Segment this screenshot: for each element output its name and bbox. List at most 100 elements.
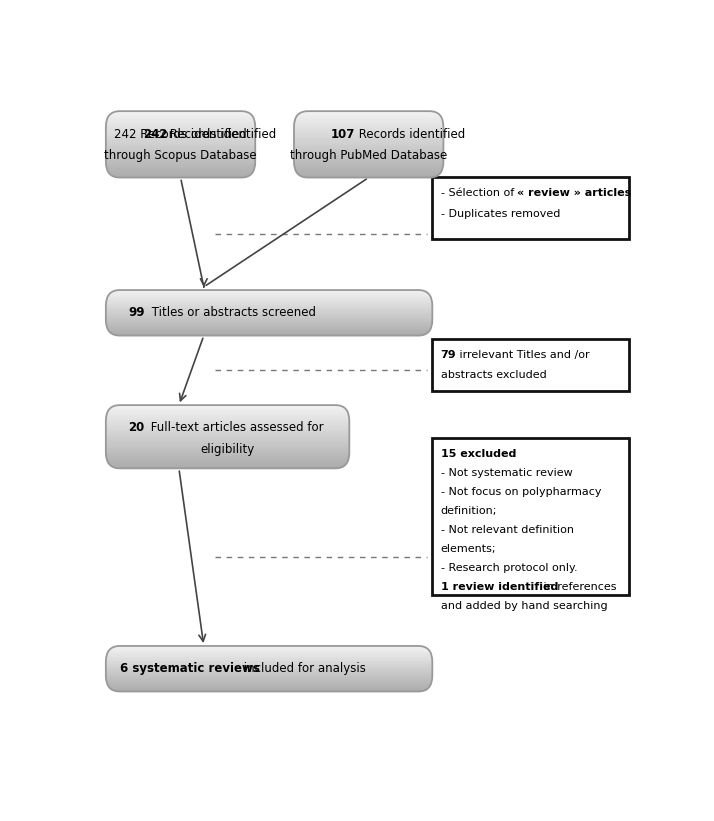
FancyBboxPatch shape xyxy=(106,685,433,686)
FancyBboxPatch shape xyxy=(106,659,433,660)
Text: 15 excluded: 15 excluded xyxy=(441,449,516,460)
FancyBboxPatch shape xyxy=(106,455,349,456)
FancyBboxPatch shape xyxy=(294,157,443,158)
FancyBboxPatch shape xyxy=(106,453,349,455)
FancyBboxPatch shape xyxy=(106,169,256,171)
FancyBboxPatch shape xyxy=(106,316,433,318)
FancyBboxPatch shape xyxy=(106,310,433,312)
FancyBboxPatch shape xyxy=(106,305,433,307)
FancyBboxPatch shape xyxy=(106,165,256,167)
FancyBboxPatch shape xyxy=(106,447,349,449)
FancyBboxPatch shape xyxy=(106,420,349,421)
FancyBboxPatch shape xyxy=(106,451,349,452)
FancyBboxPatch shape xyxy=(106,136,256,138)
FancyBboxPatch shape xyxy=(294,163,443,165)
FancyBboxPatch shape xyxy=(106,166,256,167)
FancyBboxPatch shape xyxy=(106,684,433,686)
FancyBboxPatch shape xyxy=(106,454,349,456)
FancyBboxPatch shape xyxy=(106,298,433,299)
FancyBboxPatch shape xyxy=(106,428,349,429)
FancyBboxPatch shape xyxy=(106,331,433,333)
FancyBboxPatch shape xyxy=(106,668,433,669)
FancyBboxPatch shape xyxy=(106,168,256,170)
FancyBboxPatch shape xyxy=(106,319,433,321)
Text: 242 Records identified: 242 Records identified xyxy=(114,128,247,141)
FancyBboxPatch shape xyxy=(106,170,256,172)
FancyBboxPatch shape xyxy=(106,462,349,464)
FancyBboxPatch shape xyxy=(294,175,443,177)
FancyBboxPatch shape xyxy=(294,160,443,162)
FancyBboxPatch shape xyxy=(106,650,433,651)
Text: Titles or abstracts screened: Titles or abstracts screened xyxy=(148,306,316,319)
FancyBboxPatch shape xyxy=(294,144,443,147)
FancyBboxPatch shape xyxy=(106,681,433,682)
FancyBboxPatch shape xyxy=(106,658,433,659)
FancyBboxPatch shape xyxy=(106,444,349,447)
FancyBboxPatch shape xyxy=(294,121,443,122)
FancyBboxPatch shape xyxy=(106,332,433,333)
Text: 79: 79 xyxy=(441,350,456,360)
FancyBboxPatch shape xyxy=(106,323,433,324)
FancyBboxPatch shape xyxy=(294,124,443,126)
FancyBboxPatch shape xyxy=(294,117,443,119)
FancyBboxPatch shape xyxy=(106,422,349,424)
FancyBboxPatch shape xyxy=(294,154,443,155)
FancyBboxPatch shape xyxy=(106,440,349,442)
FancyBboxPatch shape xyxy=(106,436,349,438)
FancyBboxPatch shape xyxy=(106,677,433,679)
FancyBboxPatch shape xyxy=(106,158,256,160)
FancyBboxPatch shape xyxy=(106,415,349,417)
FancyBboxPatch shape xyxy=(294,173,443,176)
FancyBboxPatch shape xyxy=(294,128,443,130)
FancyBboxPatch shape xyxy=(106,418,349,420)
FancyBboxPatch shape xyxy=(106,297,433,298)
FancyBboxPatch shape xyxy=(106,146,256,148)
FancyBboxPatch shape xyxy=(294,172,443,173)
FancyBboxPatch shape xyxy=(106,124,256,126)
FancyBboxPatch shape xyxy=(106,450,349,452)
FancyBboxPatch shape xyxy=(106,458,349,460)
FancyBboxPatch shape xyxy=(106,660,433,661)
FancyBboxPatch shape xyxy=(106,115,256,117)
FancyBboxPatch shape xyxy=(106,295,433,296)
Text: 107: 107 xyxy=(331,128,356,141)
FancyBboxPatch shape xyxy=(106,334,433,336)
FancyBboxPatch shape xyxy=(106,410,349,412)
FancyBboxPatch shape xyxy=(106,452,349,453)
FancyBboxPatch shape xyxy=(294,135,443,136)
FancyBboxPatch shape xyxy=(106,122,256,125)
FancyBboxPatch shape xyxy=(294,156,443,158)
FancyBboxPatch shape xyxy=(106,680,433,681)
FancyBboxPatch shape xyxy=(106,296,433,298)
FancyBboxPatch shape xyxy=(106,466,349,468)
FancyBboxPatch shape xyxy=(106,678,433,679)
FancyBboxPatch shape xyxy=(106,117,256,119)
FancyBboxPatch shape xyxy=(294,158,443,160)
FancyBboxPatch shape xyxy=(106,143,256,144)
FancyBboxPatch shape xyxy=(106,408,349,410)
FancyBboxPatch shape xyxy=(433,438,629,594)
FancyBboxPatch shape xyxy=(294,114,443,116)
FancyBboxPatch shape xyxy=(106,156,256,158)
FancyBboxPatch shape xyxy=(106,438,349,440)
FancyBboxPatch shape xyxy=(106,416,349,418)
Text: 99: 99 xyxy=(128,306,144,319)
FancyBboxPatch shape xyxy=(294,147,443,149)
FancyBboxPatch shape xyxy=(106,150,256,152)
FancyBboxPatch shape xyxy=(106,672,433,674)
FancyBboxPatch shape xyxy=(106,305,433,306)
FancyBboxPatch shape xyxy=(294,127,443,129)
Text: 6 systematic reviews: 6 systematic reviews xyxy=(120,663,260,675)
FancyBboxPatch shape xyxy=(106,308,433,309)
FancyBboxPatch shape xyxy=(106,313,433,314)
FancyBboxPatch shape xyxy=(294,149,443,151)
FancyBboxPatch shape xyxy=(294,140,443,141)
FancyBboxPatch shape xyxy=(106,293,433,295)
FancyBboxPatch shape xyxy=(106,406,349,407)
FancyBboxPatch shape xyxy=(106,126,256,128)
FancyBboxPatch shape xyxy=(106,307,433,308)
FancyBboxPatch shape xyxy=(106,321,433,323)
FancyBboxPatch shape xyxy=(106,118,256,120)
FancyBboxPatch shape xyxy=(106,421,349,423)
FancyBboxPatch shape xyxy=(106,163,256,164)
